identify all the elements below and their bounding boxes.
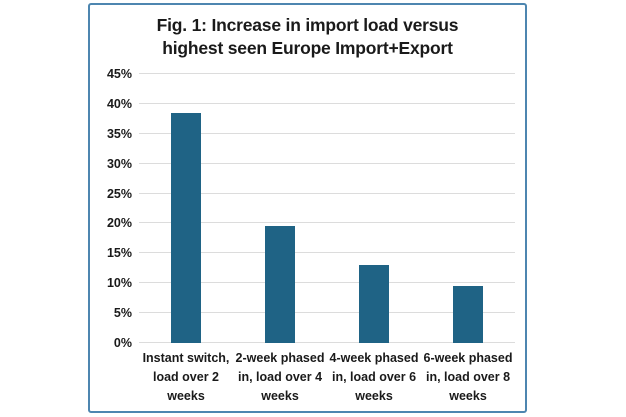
y-axis: 0% 5% 10% 15% 20% 25% 30% 35% 40% 45% (90, 67, 139, 350)
y-tick-label: 20% (106, 216, 132, 231)
x-category-label: Instant switch, load over 2 weeks (142, 351, 230, 403)
chart-body: 0% 5% 10% 15% 20% 25% 30% 35% 40% 45% Instant swi… (90, 67, 515, 407)
gridline (139, 162, 515, 164)
gridline (139, 132, 515, 134)
gridline (139, 282, 515, 284)
chart-figure: Fig. 1: Increase in import load versus h… (88, 3, 527, 413)
gridline (139, 342, 515, 343)
bar (171, 112, 201, 343)
y-tick-label: 0% (113, 336, 132, 350)
y-tick-label: 10% (106, 276, 132, 291)
bar-series (139, 74, 515, 343)
gridline (139, 252, 515, 254)
gridline (139, 73, 515, 74)
chart-title-text: Fig. 1: Increase in import load versus h… (156, 15, 459, 58)
y-tick-label: 45% (106, 67, 132, 81)
bar-slot (327, 74, 421, 343)
y-tick-label: 25% (106, 186, 132, 201)
gridline (139, 102, 515, 104)
y-tick-label: 5% (113, 306, 132, 321)
bar (359, 265, 389, 343)
bar (265, 226, 295, 343)
y-tick-label: 40% (106, 96, 132, 111)
x-category-label: 4-week phased in, load over 6 weeks (329, 351, 419, 403)
x-axis: Instant switch, load over 2 weeks 2-week … (139, 343, 515, 407)
y-tick-label: 35% (106, 126, 132, 141)
bar-slot (139, 74, 233, 343)
gridline (139, 222, 515, 224)
gridline (139, 312, 515, 314)
gridline (139, 192, 515, 194)
plot-area (139, 73, 515, 343)
bar (453, 286, 483, 343)
y-tick-label: 30% (106, 156, 132, 171)
chart-title: Fig. 1: Increase in import load versus h… (90, 5, 525, 60)
bar-slot (421, 74, 515, 343)
x-category-label: 6-week phased in, load over 8 weeks (423, 351, 513, 403)
y-tick-label: 15% (106, 246, 132, 261)
bar-slot (233, 74, 327, 343)
x-category-label: 2-week phased in, load over 4 weeks (235, 351, 325, 403)
